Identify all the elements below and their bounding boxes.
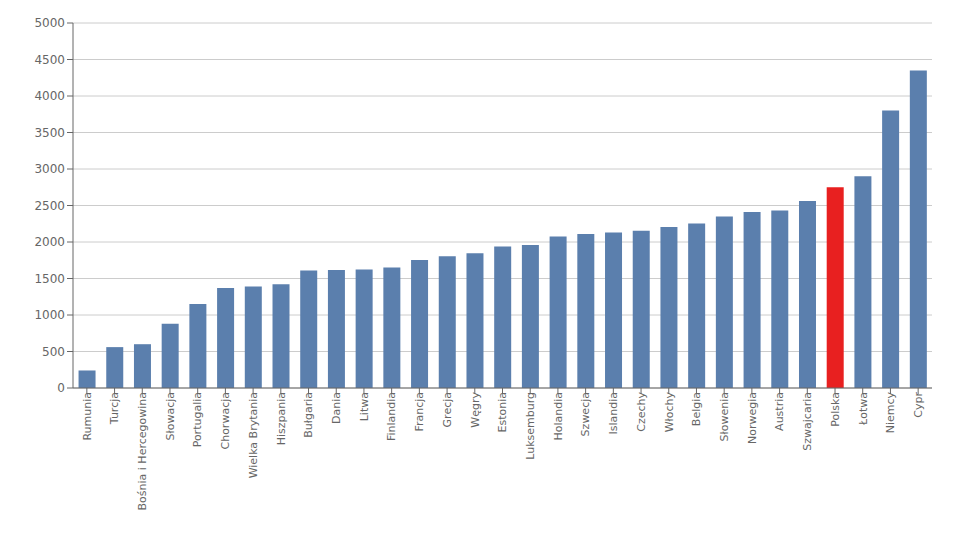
svg-text:Islandia: Islandia xyxy=(607,392,620,435)
svg-text:Dania: Dania xyxy=(330,392,343,424)
svg-text:Polska: Polska xyxy=(829,392,842,427)
svg-text:Holandia: Holandia xyxy=(552,392,565,441)
svg-text:Czechy: Czechy xyxy=(635,392,648,432)
svg-text:3000: 3000 xyxy=(34,162,65,176)
svg-text:Luksemburg: Luksemburg xyxy=(524,392,537,460)
svg-text:Łotwa: Łotwa xyxy=(857,392,870,426)
svg-text:Rumunia: Rumunia xyxy=(81,392,94,441)
svg-text:Bułgaria: Bułgaria xyxy=(302,392,315,438)
svg-text:Hiszpania: Hiszpania xyxy=(275,392,288,445)
svg-text:Estonia: Estonia xyxy=(496,392,509,433)
svg-text:Węgry: Węgry xyxy=(469,392,482,428)
svg-text:Szwecja: Szwecja xyxy=(579,392,592,436)
svg-text:Norwegia: Norwegia xyxy=(746,392,759,444)
svg-text:Grecja: Grecja xyxy=(441,392,454,427)
svg-text:Litwa: Litwa xyxy=(358,392,371,421)
svg-text:2000: 2000 xyxy=(34,235,65,249)
svg-text:Belgia: Belgia xyxy=(690,392,703,426)
svg-text:500: 500 xyxy=(42,345,65,359)
svg-text:Cypr: Cypr xyxy=(912,392,925,418)
svg-text:Niemcy: Niemcy xyxy=(884,392,897,434)
svg-text:Wielka Brytania: Wielka Brytania xyxy=(247,392,260,478)
svg-text:2500: 2500 xyxy=(34,199,65,213)
svg-text:Szwajcaria: Szwajcaria xyxy=(801,392,814,451)
svg-text:Francja: Francja xyxy=(413,392,426,432)
svg-text:Bośnia i Hercegowina: Bośnia i Hercegowina xyxy=(136,392,149,510)
svg-text:5000: 5000 xyxy=(34,16,65,30)
svg-text:Turcja: Turcja xyxy=(108,392,121,425)
svg-text:Portugalia: Portugalia xyxy=(192,392,205,447)
svg-text:3500: 3500 xyxy=(34,126,65,140)
svg-text:Austria: Austria xyxy=(773,392,786,431)
svg-text:Finlandia: Finlandia xyxy=(385,392,398,441)
svg-text:1500: 1500 xyxy=(34,272,65,286)
svg-text:Chorwacja: Chorwacja xyxy=(219,392,232,450)
svg-text:Włochy: Włochy xyxy=(663,392,676,433)
svg-text:0: 0 xyxy=(57,381,65,395)
svg-text:Słowacja: Słowacja xyxy=(164,392,177,440)
svg-text:Słowenia: Słowenia xyxy=(718,392,731,441)
svg-text:4500: 4500 xyxy=(34,53,65,67)
svg-text:1000: 1000 xyxy=(34,308,65,322)
svg-text:4000: 4000 xyxy=(34,89,65,103)
